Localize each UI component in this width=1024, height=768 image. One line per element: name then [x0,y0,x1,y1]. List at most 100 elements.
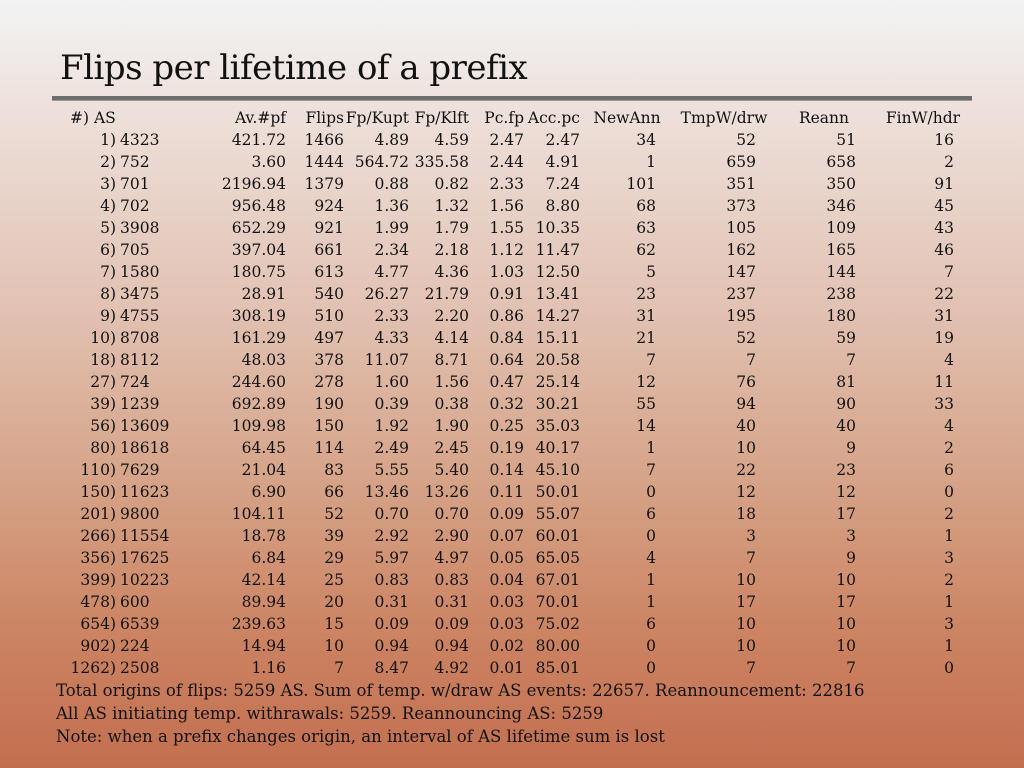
cell-tmpw: 162 [726,241,756,259]
cell-pcfp: 2.47 [489,131,524,149]
cell-finw: 6 [944,461,954,479]
cell-finw: 43 [934,219,954,237]
cell-fp-klft: 4.92 [434,659,469,677]
cell-fp-kupt: 2.49 [374,439,409,457]
cell-tmpw: 52 [736,131,756,149]
cell-fp-kupt: 0.83 [374,571,409,589]
table-row: 7) 1580 180.75 613 4.77 4.36 1.03 12.50 5 147 144 7 [52,261,972,283]
cell-avpf: 104.11 [231,505,286,523]
cell-pcfp: 0.47 [489,373,524,391]
cell-flips: 540 [314,285,344,303]
table-row: 56) 13609 109.98 150 1.92 1.90 0.25 35.03 14 40 40… [52,415,972,437]
cell-newann: 5 [646,263,656,281]
cell-flips: 924 [314,197,344,215]
cell-finw: 2 [944,153,954,171]
cell-finw: 4 [944,351,954,369]
cell-newann: 6 [646,505,656,523]
cell-flips: 39 [324,527,344,545]
cell-finw: 22 [934,285,954,303]
cell-as: 11623 [120,483,170,501]
cell-tmpw: 147 [726,263,756,281]
cell-flips: 661 [314,241,344,259]
cell-newann: 68 [636,197,656,215]
cell-newann: 0 [646,527,656,545]
cell-rank: 1) [100,131,116,149]
cell-avpf: 18.78 [241,527,286,545]
footer-initiating-as: All AS initiating temp. withrawals: 5259… [56,704,604,723]
cell-flips: 278 [314,373,344,391]
table-row: 8) 3475 28.91 540 26.27 21.79 0.91 13.41 23 237 23… [52,283,972,305]
cell-fp-kupt: 13.46 [364,483,409,501]
cell-newann: 62 [636,241,656,259]
cell-finw: 2 [944,505,954,523]
cell-reann: 59 [836,329,856,347]
cell-flips: 1379 [304,175,344,193]
cell-rank: 4) [100,197,116,215]
cell-pcfp: 0.11 [489,483,524,501]
cell-as: 3475 [120,285,160,303]
cell-accpc: 85.01 [535,659,580,677]
cell-avpf: 64.45 [241,439,286,457]
cell-finw: 1 [944,593,954,611]
cell-accpc: 2.47 [545,131,580,149]
cell-reann: 51 [836,131,856,149]
cell-rank: 356) [80,549,116,567]
cell-newann: 7 [646,351,656,369]
cell-finw: 1 [944,637,954,655]
cell-flips: 510 [314,307,344,325]
cell-fp-kupt: 0.70 [374,505,409,523]
cell-flips: 20 [324,593,344,611]
cell-tmpw: 351 [726,175,756,193]
cell-pcfp: 0.91 [489,285,524,303]
cell-reann: 109 [826,219,856,237]
cell-rank: 5) [100,219,116,237]
table-row: 266) 11554 18.78 39 2.92 2.90 0.07 60.01 0 3 3 1 [52,525,972,547]
cell-newann: 1 [646,593,656,611]
cell-fp-kupt: 0.09 [374,615,409,633]
cell-accpc: 13.41 [535,285,580,303]
cell-reann: 3 [846,527,856,545]
cell-flips: 10 [324,637,344,655]
cell-pcfp: 0.01 [489,659,524,677]
cell-avpf: 48.03 [241,351,286,369]
cell-accpc: 25.14 [535,373,580,391]
cell-newann: 1 [646,153,656,171]
cell-accpc: 60.01 [535,527,580,545]
header-finw: FinW/hdr [885,109,961,127]
table-row: 654) 6539 239.63 15 0.09 0.09 0.03 75.02 6 10 10 3 [52,613,972,635]
header-fp-klft: Fp/Klft [414,109,469,127]
slide-title: Flips per lifetime of a prefix [60,48,528,88]
cell-avpf: 2196.94 [221,175,286,193]
cell-rank: 150) [80,483,116,501]
cell-accpc: 15.11 [535,329,580,347]
cell-flips: 7 [334,659,344,677]
cell-accpc: 12.50 [535,263,580,281]
cell-avpf: 3.60 [251,153,286,171]
cell-fp-kupt: 2.33 [374,307,409,325]
cell-pcfp: 0.25 [489,417,524,435]
cell-finw: 2 [944,439,954,457]
cell-pcfp: 2.33 [489,175,524,193]
cell-rank: 3) [100,175,116,193]
cell-avpf: 161.29 [231,329,286,347]
cell-rank: 9) [100,307,116,325]
cell-fp-klft: 0.94 [434,637,469,655]
cell-fp-klft: 2.45 [434,439,469,457]
cell-pcfp: 0.05 [489,549,524,567]
cell-fp-kupt: 2.34 [374,241,409,259]
cell-avpf: 652.29 [231,219,286,237]
table-row: 478) 600 89.94 20 0.31 0.31 0.03 70.01 1 17 17 1 [52,591,972,613]
table-row: 110) 7629 21.04 83 5.55 5.40 0.14 45.10 7 22 23 6 [52,459,972,481]
footer-notes: Total origins of flips: 5259 AS. Sum of … [56,679,864,748]
table-row: 1) 4323 421.72 1466 4.89 4.59 2.47 2.47 34 52 51 16 [52,129,972,151]
cell-accpc: 14.27 [535,307,580,325]
cell-reann: 17 [836,593,856,611]
cell-avpf: 956.48 [231,197,286,215]
cell-fp-klft: 0.09 [434,615,469,633]
cell-reann: 10 [836,571,856,589]
cell-reann: 180 [826,307,856,325]
cell-pcfp: 0.32 [489,395,524,413]
cell-tmpw: 7 [746,659,756,677]
table-row: 201) 9800 104.11 52 0.70 0.70 0.09 55.07 6 18 17 2 [52,503,972,525]
cell-tmpw: 10 [736,637,756,655]
